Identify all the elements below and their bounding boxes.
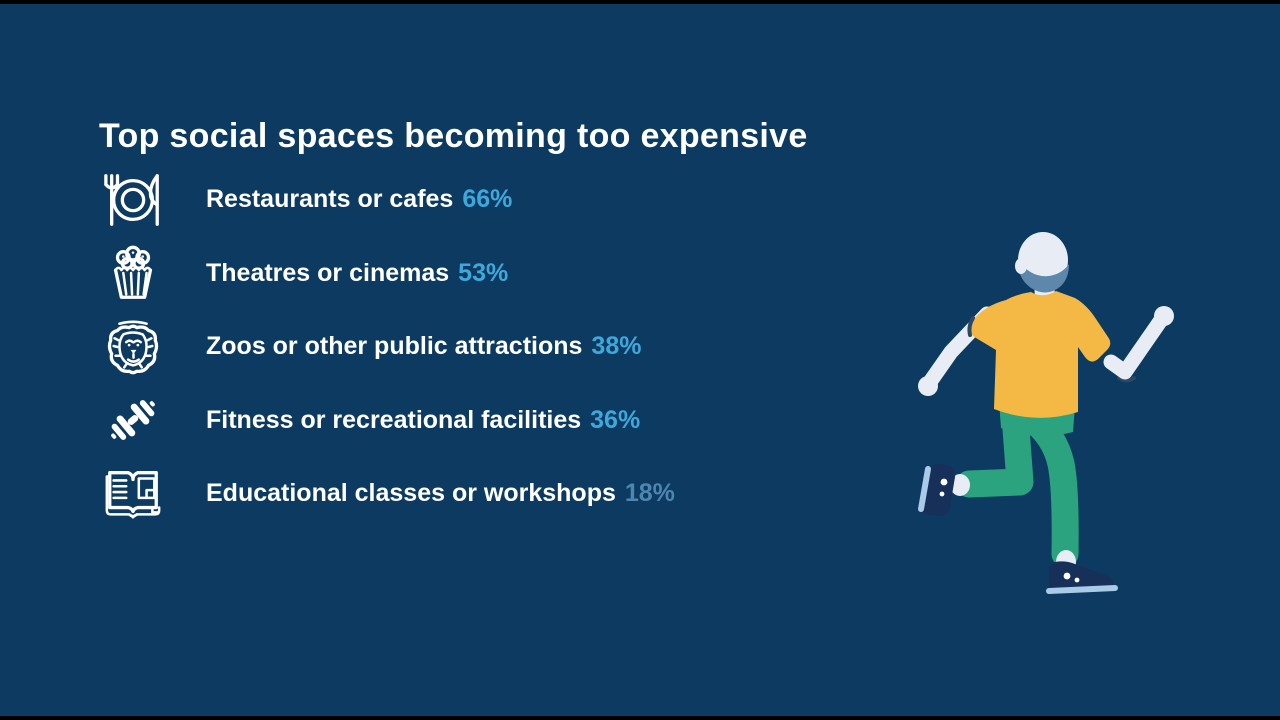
item-label: Theatres or cinemas 53%: [206, 259, 508, 288]
item-percent: 36%: [590, 405, 641, 434]
item-percent: 38%: [591, 332, 642, 361]
popcorn-icon: [100, 242, 166, 304]
front-shoe: [1046, 561, 1118, 594]
item-text: Fitness or recreational facilities: [206, 405, 582, 434]
item-percent: 18%: [624, 479, 675, 508]
running-person-illustration: [918, 232, 1174, 594]
back-shoe: [918, 463, 956, 516]
list-item: Fitness or recreational facilities 36%: [100, 384, 675, 458]
item-text: Restaurants or cafes: [206, 185, 454, 214]
item-text: Theatres or cinemas: [206, 258, 450, 287]
list-item: Theatres or cinemas 53%: [100, 237, 675, 311]
item-text: Zoos or other public attractions: [206, 332, 583, 361]
item-text: Educational classes or workshops: [206, 479, 616, 508]
letterbox-top-bar: [0, 0, 1280, 4]
restaurant-icon: [100, 169, 166, 231]
book-icon: [100, 463, 166, 525]
letterbox-bottom-bar: [0, 716, 1280, 720]
item-label: Fitness or recreational facilities 36%: [206, 406, 640, 435]
page-title: Top social spaces becoming too expensive: [99, 116, 808, 155]
list-item: Restaurants or cafes 66%: [100, 163, 675, 237]
item-label: Educational classes or workshops 18%: [206, 479, 675, 508]
lion-icon: [100, 316, 166, 378]
list-item: Zoos or other public attractions 38%: [100, 310, 675, 384]
item-percent: 53%: [458, 258, 509, 287]
dumbbell-icon: [100, 389, 166, 451]
item-percent: 66%: [462, 185, 513, 214]
item-label: Zoos or other public attractions 38%: [206, 332, 641, 361]
list-item: Educational classes or workshops 18%: [100, 457, 675, 531]
item-label: Restaurants or cafes 66%: [206, 185, 512, 214]
stat-list: Restaurants or cafes 66%: [100, 163, 675, 531]
